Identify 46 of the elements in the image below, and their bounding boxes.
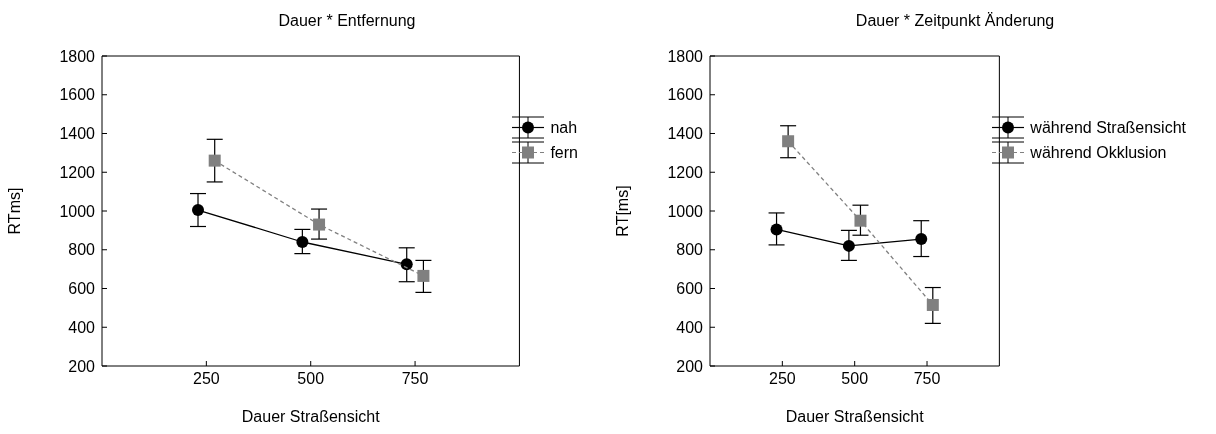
x-tick-label: 750 <box>401 370 429 388</box>
legend-label: fern <box>550 143 578 162</box>
chart-title: Dauer * Entfernung <box>277 12 417 30</box>
y-tick-label: 200 <box>676 357 704 375</box>
chart-title: Dauer * Zeitpunkt Änderung <box>854 12 1056 30</box>
point <box>417 269 430 282</box>
point <box>782 135 795 148</box>
legend-label: während Straßensicht <box>1030 118 1186 137</box>
point <box>313 218 326 231</box>
x-axis-title: Dauer Straßensicht <box>241 408 381 425</box>
x-tick-label: 250 <box>193 370 220 388</box>
point <box>400 258 413 271</box>
y-tick-label: 1800 <box>667 47 704 65</box>
y-tick-label: 200 <box>68 357 96 375</box>
y-tick-label: 1800 <box>59 47 96 65</box>
point <box>854 214 867 227</box>
y-tick-label: 400 <box>68 318 96 336</box>
x-tick-label: 500 <box>841 370 869 388</box>
point <box>296 236 309 248</box>
y-tick-label: 1000 <box>59 202 96 220</box>
x-tick-label: 250 <box>768 370 796 388</box>
legend-label: nah <box>550 118 578 137</box>
point <box>208 154 221 167</box>
point <box>192 204 205 217</box>
legend-label: während Okklusion <box>1030 143 1167 162</box>
point <box>915 233 928 246</box>
point <box>770 223 783 236</box>
y-tick-label: 1400 <box>667 125 704 143</box>
y-tick-label: 600 <box>68 280 96 298</box>
y-tick-label: 800 <box>676 241 704 259</box>
y-tick-label: 1600 <box>667 86 704 104</box>
point <box>842 239 855 252</box>
x-tick-label: 500 <box>297 370 325 388</box>
y-tick-label: 1200 <box>59 163 96 181</box>
y-tick-label: 1400 <box>59 125 96 143</box>
x-axis-title: Dauer Straßensicht <box>785 408 925 425</box>
y-tick-label: 1600 <box>59 86 96 104</box>
y-tick-label: 600 <box>676 280 704 298</box>
y-tick-label: 400 <box>676 318 704 336</box>
y-tick-label: 800 <box>68 241 96 259</box>
y-tick-label: 1200 <box>667 163 704 181</box>
point <box>926 298 939 311</box>
y-tick-label: 1000 <box>667 202 704 220</box>
y-axis-title: RT[ms] <box>613 185 631 237</box>
y-axis-title: RTms] <box>5 187 23 235</box>
x-tick-label: 750 <box>913 370 941 388</box>
